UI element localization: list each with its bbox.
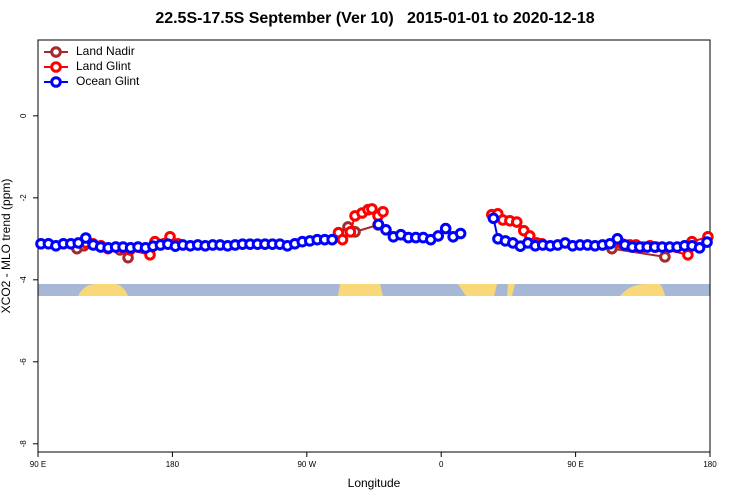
y-axis-label: XCO2 - MLO trend (ppm) (0, 179, 13, 314)
x-tick-label: 180 (166, 460, 180, 469)
y-tick-label: -4 (19, 276, 28, 284)
data-point (611, 233, 624, 245)
legend-marker (50, 46, 62, 58)
data-point (659, 251, 671, 263)
data-point (454, 227, 467, 240)
land-ocean-strip (38, 284, 710, 296)
data-point (682, 249, 694, 261)
data-point (701, 236, 713, 248)
data-point (372, 218, 385, 231)
y-tick-label: -2 (19, 194, 28, 202)
legend-label: Land Glint (76, 59, 131, 73)
y-tick-label: -8 (19, 440, 28, 448)
land-band (458, 284, 497, 296)
legend-marker (50, 76, 62, 88)
land-band (338, 284, 383, 296)
x-tick-label: 90 E (30, 460, 46, 469)
data-point (693, 242, 706, 254)
legend-label: Land Nadir (76, 44, 135, 58)
y-tick-label: -6 (19, 358, 28, 366)
data-point (72, 237, 85, 249)
x-axis-label: Longitude (348, 476, 401, 490)
data-point (366, 203, 378, 215)
legend-marker (50, 61, 62, 73)
data-point (604, 237, 616, 250)
data-point (79, 232, 92, 244)
data-point (380, 224, 392, 236)
x-tick-label: 0 (439, 460, 444, 469)
land-band (507, 284, 515, 296)
legend-label: Ocean Glint (76, 74, 140, 88)
data-point (439, 222, 452, 235)
y-tick-label: 0 (19, 113, 28, 118)
data-point (432, 230, 445, 242)
data-point (510, 216, 523, 228)
data-point (326, 233, 338, 246)
land-band (78, 284, 128, 296)
data-point (344, 226, 357, 238)
x-tick-label: 90 W (297, 460, 316, 469)
data-point (377, 205, 389, 218)
data-point (487, 212, 500, 225)
x-tick-label: 180 (703, 460, 717, 469)
x-tick-label: 90 E (567, 460, 583, 469)
land-band (620, 284, 665, 296)
data-point (336, 233, 349, 246)
chart-title: 22.5S-17.5S September (Ver 10) 2015-01-0… (155, 10, 594, 27)
